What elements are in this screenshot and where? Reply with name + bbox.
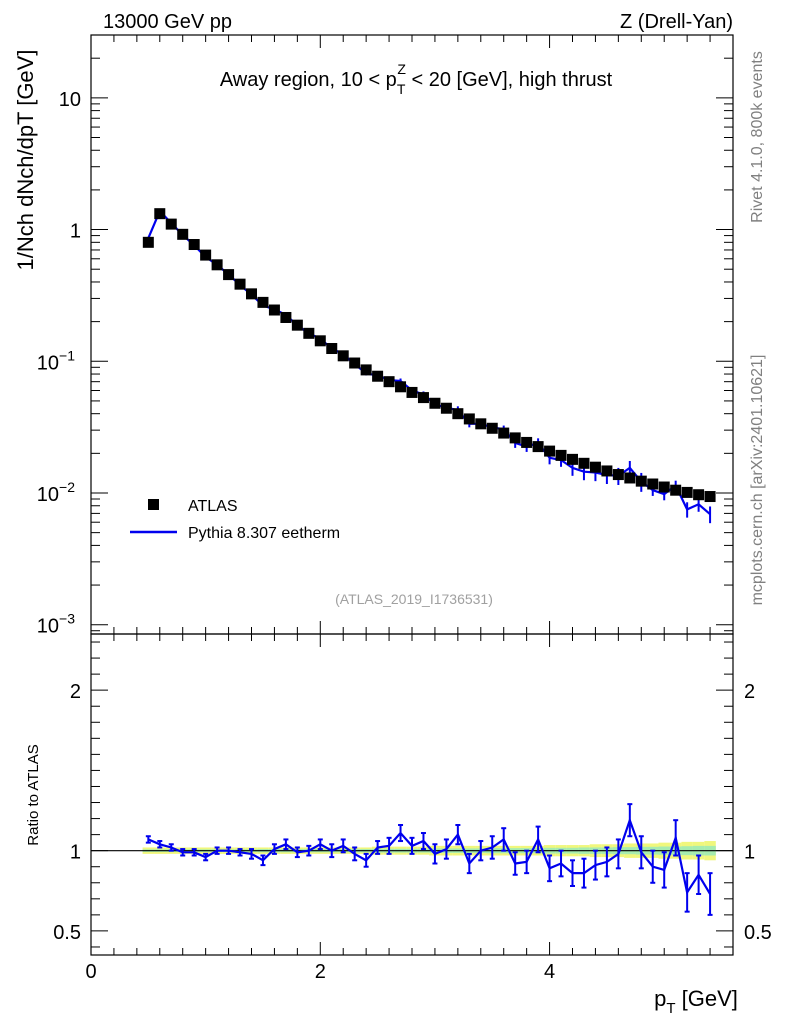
main-title-post: < 20 [GeV], high thrust: [406, 69, 613, 91]
main-y-tick-label: 10: [59, 89, 81, 111]
atlas-point: [246, 288, 257, 300]
ratio-y-tick-label-right: 1: [744, 842, 755, 864]
atlas-point: [452, 408, 464, 420]
atlas-point: [521, 436, 533, 448]
main-frame: [90, 34, 734, 635]
atlas-point: [601, 465, 613, 477]
atlas-point: [532, 441, 544, 453]
atlas-point: [234, 278, 246, 290]
atlas-point: [291, 319, 303, 331]
x-axis-label: pT [GeV]: [654, 986, 738, 1017]
x-tick-label: 0: [85, 961, 96, 983]
atlas-point: [624, 472, 636, 484]
ratio-y-tick-label-right: 0.5: [744, 922, 772, 944]
main-panel: Away region, 10 < pTZ < 20 [GeV], high t…: [13, 34, 734, 638]
main-title-sub: T: [397, 81, 406, 97]
ratio-y-tick-label: 1: [70, 842, 81, 864]
header-right: Z (Drell-Yan): [620, 11, 733, 33]
ratio-marks: [91, 803, 733, 916]
main-y-tick-label: 10−3: [37, 611, 75, 638]
pythia-line: [147, 209, 711, 516]
atlas-point: [303, 327, 315, 339]
atlas-point: [223, 269, 235, 281]
ratio-line: [147, 816, 712, 896]
atlas-point: [142, 236, 154, 248]
main-marks: [142, 208, 716, 524]
mcplots-label: mcplots.cern.ch [arXiv:2401.10621]: [749, 355, 766, 606]
atlas-point: [200, 249, 212, 261]
atlas-point: [658, 481, 670, 493]
atlas-point: [154, 208, 166, 220]
atlas-point: [670, 484, 682, 496]
atlas-point: [395, 381, 407, 393]
atlas-point: [280, 311, 292, 323]
ratio-frame: [90, 633, 734, 956]
atlas-point: [693, 489, 705, 501]
legend-pythia-label: Pythia 8.307 eetherm: [188, 525, 340, 542]
atlas-point: [177, 228, 189, 240]
atlas-point: [406, 386, 418, 398]
atlas-point: [635, 475, 647, 487]
x-axis-label-post: [GeV]: [676, 986, 738, 1011]
atlas-point: [429, 397, 441, 409]
atlas-point: [555, 449, 567, 461]
atlas-point: [417, 392, 429, 404]
atlas-point: [326, 343, 338, 355]
x-tick-label: 2: [315, 961, 326, 983]
ratio-panel: 0 2 4 0.5 0.5 1 1 2 2 Ratio to ATLAS pT [GeV]: [25, 633, 772, 1017]
atlas-point: [578, 457, 590, 469]
atlas-point: [498, 427, 510, 439]
ratio-y-tick-label: 2: [70, 681, 81, 703]
atlas-point: [211, 259, 223, 271]
ratio-axes: 0 2 4 0.5 0.5 1 1 2 2: [53, 633, 772, 983]
atlas-point: [268, 304, 280, 316]
legend-atlas-label: ATLAS: [188, 498, 238, 515]
main-title-sup: Z: [397, 61, 406, 77]
atlas-point: [188, 239, 200, 251]
atlas-point: [383, 376, 395, 388]
atlas-point: [360, 364, 372, 376]
legend-atlas-marker: [148, 499, 159, 510]
ratio-y-axis-label: Ratio to ATLAS: [25, 744, 42, 845]
main-title: Away region, 10 < pTZ < 20 [GeV], high t…: [220, 61, 613, 97]
atlas-point: [475, 418, 487, 430]
atlas-point: [681, 486, 693, 498]
atlas-point: [165, 218, 177, 230]
x-axis-label-pre: p: [654, 986, 666, 1011]
atlas-point: [372, 370, 384, 382]
atlas-point: [567, 453, 578, 465]
main-title-pre: Away region, 10 < p: [220, 69, 397, 91]
atlas-point: [463, 413, 475, 425]
legend: ATLAS Pythia 8.307 eetherm: [130, 498, 340, 542]
main-y-axis-label: 1/Nch dNch/dpT [GeV]: [13, 50, 38, 271]
atlas-point: [314, 335, 326, 347]
main-y-tick-label: 10−2: [37, 479, 75, 506]
atlas-point: [337, 350, 349, 362]
atlas-point: [257, 296, 269, 308]
rivet-label: Rivet 4.1.0, 800k events: [749, 51, 766, 223]
atlas-point: [647, 478, 659, 490]
atlas-point: [349, 357, 361, 369]
main-y-tick-label: 1: [70, 221, 81, 243]
header-left: 13000 GeV pp: [103, 11, 232, 33]
analysis-reference: (ATLAS_2019_I1736531): [335, 591, 493, 607]
atlas-point: [509, 432, 521, 444]
atlas-point: [544, 445, 556, 457]
atlas-point: [612, 469, 624, 481]
main-axes: 10−3 10−2 10−1 1 10: [37, 34, 734, 638]
x-tick-label: 4: [544, 961, 555, 983]
atlas-point: [440, 402, 452, 414]
atlas-point: [704, 491, 716, 503]
atlas-point: [589, 461, 601, 473]
ratio-y-tick-label-right: 2: [744, 681, 755, 703]
x-axis-label-sub: T: [666, 1000, 675, 1017]
atlas-point: [486, 422, 498, 434]
ratio-y-tick-label: 0.5: [53, 922, 81, 944]
main-y-tick-label: 10−1: [37, 347, 75, 374]
